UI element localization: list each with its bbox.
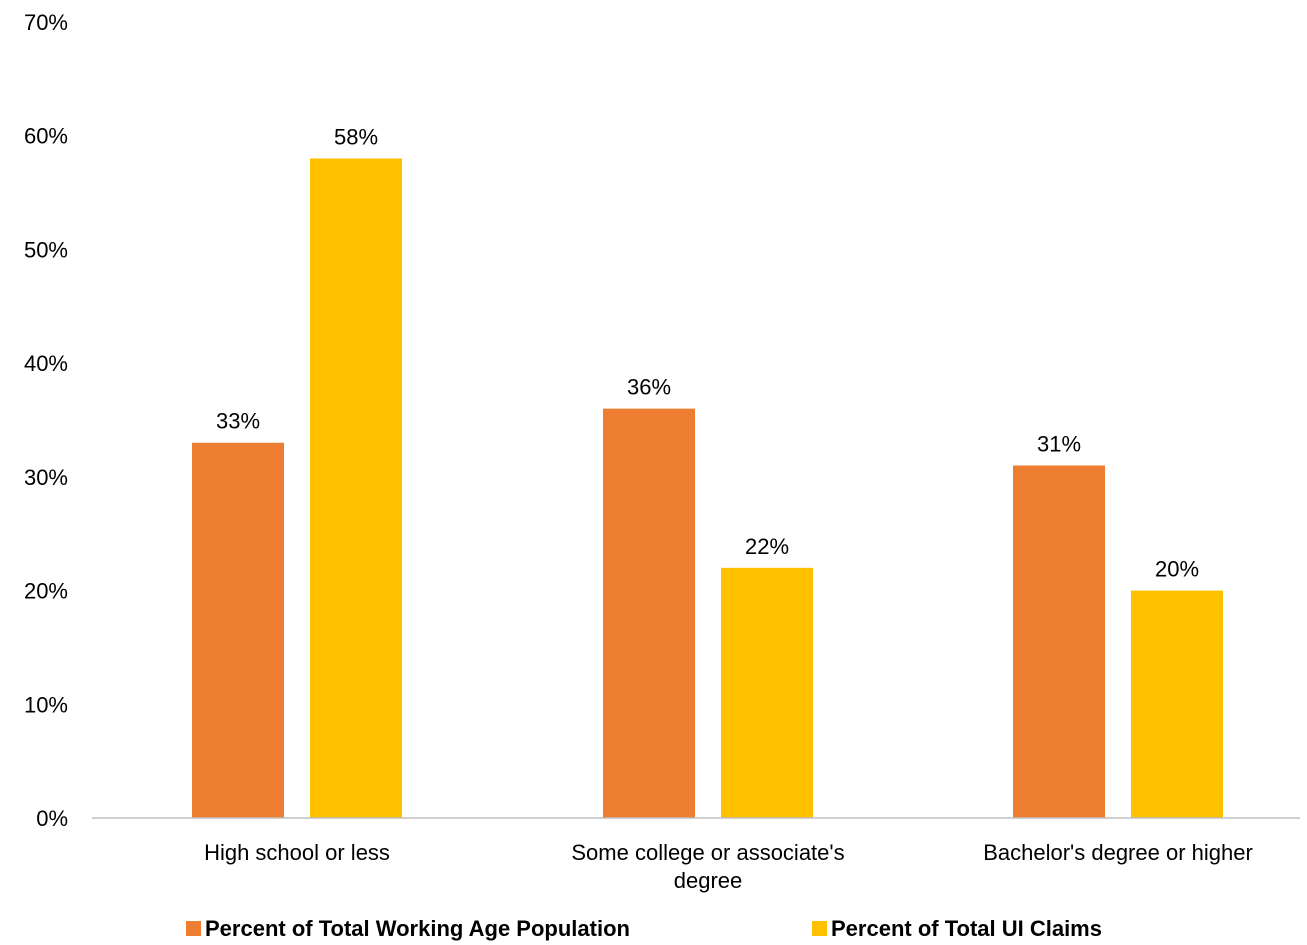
bar — [1131, 590, 1223, 818]
y-tick-label: 0% — [36, 806, 68, 831]
data-label: 20% — [1155, 557, 1199, 582]
bars — [192, 158, 1223, 818]
legend-label: Percent of Total UI Claims — [831, 916, 1102, 941]
data-labels: 33% 36% 31% 58% 22% 20% — [216, 124, 1199, 581]
y-tick-label: 60% — [24, 124, 68, 149]
y-tick-label: 70% — [24, 10, 68, 35]
data-label: 36% — [627, 375, 671, 400]
y-axis-ticks: 0% 10% 20% 30% 40% 50% 60% 70% — [24, 10, 68, 831]
y-tick-label: 50% — [24, 237, 68, 262]
bar — [1013, 465, 1105, 818]
y-tick-label: 20% — [24, 579, 68, 604]
y-tick-label: 10% — [24, 692, 68, 717]
category-label: Some college or associate's — [571, 840, 844, 865]
data-label: 22% — [745, 534, 789, 559]
bar — [721, 567, 813, 818]
legend-swatch — [812, 921, 827, 936]
legend-swatch — [186, 921, 201, 936]
data-label: 31% — [1037, 431, 1081, 456]
bar — [310, 158, 402, 818]
y-tick-label: 30% — [24, 465, 68, 490]
legend-label: Percent of Total Working Age Population — [205, 916, 630, 941]
category-label: High school or less — [204, 840, 390, 865]
bar — [192, 442, 284, 818]
data-label: 58% — [334, 124, 378, 149]
data-label: 33% — [216, 409, 260, 434]
bar — [603, 408, 695, 818]
legend: Percent of Total Working Age Population P… — [186, 916, 1102, 941]
category-label: Bachelor's degree or higher — [983, 840, 1253, 865]
category-labels: High school or less Some college or assoc… — [204, 840, 1253, 893]
y-tick-label: 40% — [24, 351, 68, 376]
category-label: degree — [674, 868, 743, 893]
